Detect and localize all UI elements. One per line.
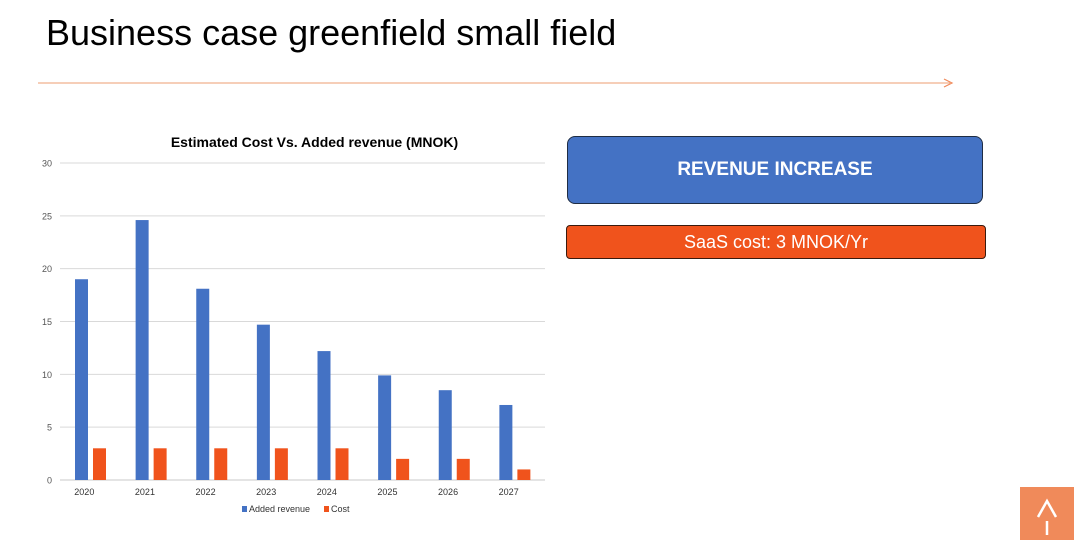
legend-swatch xyxy=(324,506,329,512)
bar-cost-2020 xyxy=(93,448,106,480)
x-tick-label: 2021 xyxy=(135,487,155,497)
x-tick-label: 2026 xyxy=(438,487,458,497)
y-tick-label: 20 xyxy=(42,264,52,274)
bar-added-revenue-2023 xyxy=(256,324,270,480)
company-logo xyxy=(1020,487,1074,540)
bar-cost-2021 xyxy=(153,448,167,480)
slide-title: Business case greenfield small field xyxy=(46,12,617,53)
y-tick-label: 15 xyxy=(42,317,52,327)
legend-label: Cost xyxy=(331,504,350,514)
y-tick-label: 25 xyxy=(42,211,52,221)
x-tick-label: 2020 xyxy=(74,487,94,497)
x-tick-label: 2022 xyxy=(196,487,216,497)
bar-cost-2026 xyxy=(456,458,470,480)
legend-label: Added revenue xyxy=(249,504,310,514)
bar-added-revenue-2027 xyxy=(499,404,513,480)
bar-cost-2027 xyxy=(517,469,531,480)
y-tick-label: 30 xyxy=(42,159,52,169)
bar-chart: Estimated Cost Vs. Added revenue (MNOK) 0… xyxy=(20,125,555,525)
title-divider-arrow xyxy=(38,78,954,88)
y-tick-label: 5 xyxy=(47,423,52,433)
chart-svg: Estimated Cost Vs. Added revenue (MNOK) 0… xyxy=(42,134,545,514)
bar-cost-2023 xyxy=(274,448,288,480)
bar-added-revenue-2025 xyxy=(378,375,392,480)
saas-cost-label: SaaS cost: 3 MNOK/Yr xyxy=(683,231,869,252)
chart-title: Estimated Cost Vs. Added revenue (MNOK) xyxy=(171,134,458,150)
bar-added-revenue-2021 xyxy=(135,220,149,480)
bar-added-revenue-2022 xyxy=(196,288,210,480)
bar-cost-2024 xyxy=(335,448,349,480)
x-tick-label: 2025 xyxy=(377,487,397,497)
upward-arrow-logo-icon xyxy=(1036,498,1058,535)
revenue-increase-box: REVENUE INCREASE xyxy=(567,136,983,204)
x-tick-label: 2024 xyxy=(317,487,337,497)
revenue-increase-label: REVENUE INCREASE xyxy=(677,159,873,180)
x-tick-label: 2023 xyxy=(256,487,276,497)
bar-added-revenue-2026 xyxy=(438,390,452,480)
saas-cost-box: SaaS cost: 3 MNOK/Yr xyxy=(566,225,986,259)
y-tick-label: 10 xyxy=(42,370,52,380)
y-tick-label: 0 xyxy=(47,476,52,486)
bar-added-revenue-2024 xyxy=(317,351,331,480)
bar-cost-2022 xyxy=(214,448,228,480)
x-tick-label: 2027 xyxy=(499,487,519,497)
legend-swatch xyxy=(242,506,247,512)
bar-cost-2025 xyxy=(396,458,410,480)
bar-added-revenue-2020 xyxy=(75,279,88,480)
